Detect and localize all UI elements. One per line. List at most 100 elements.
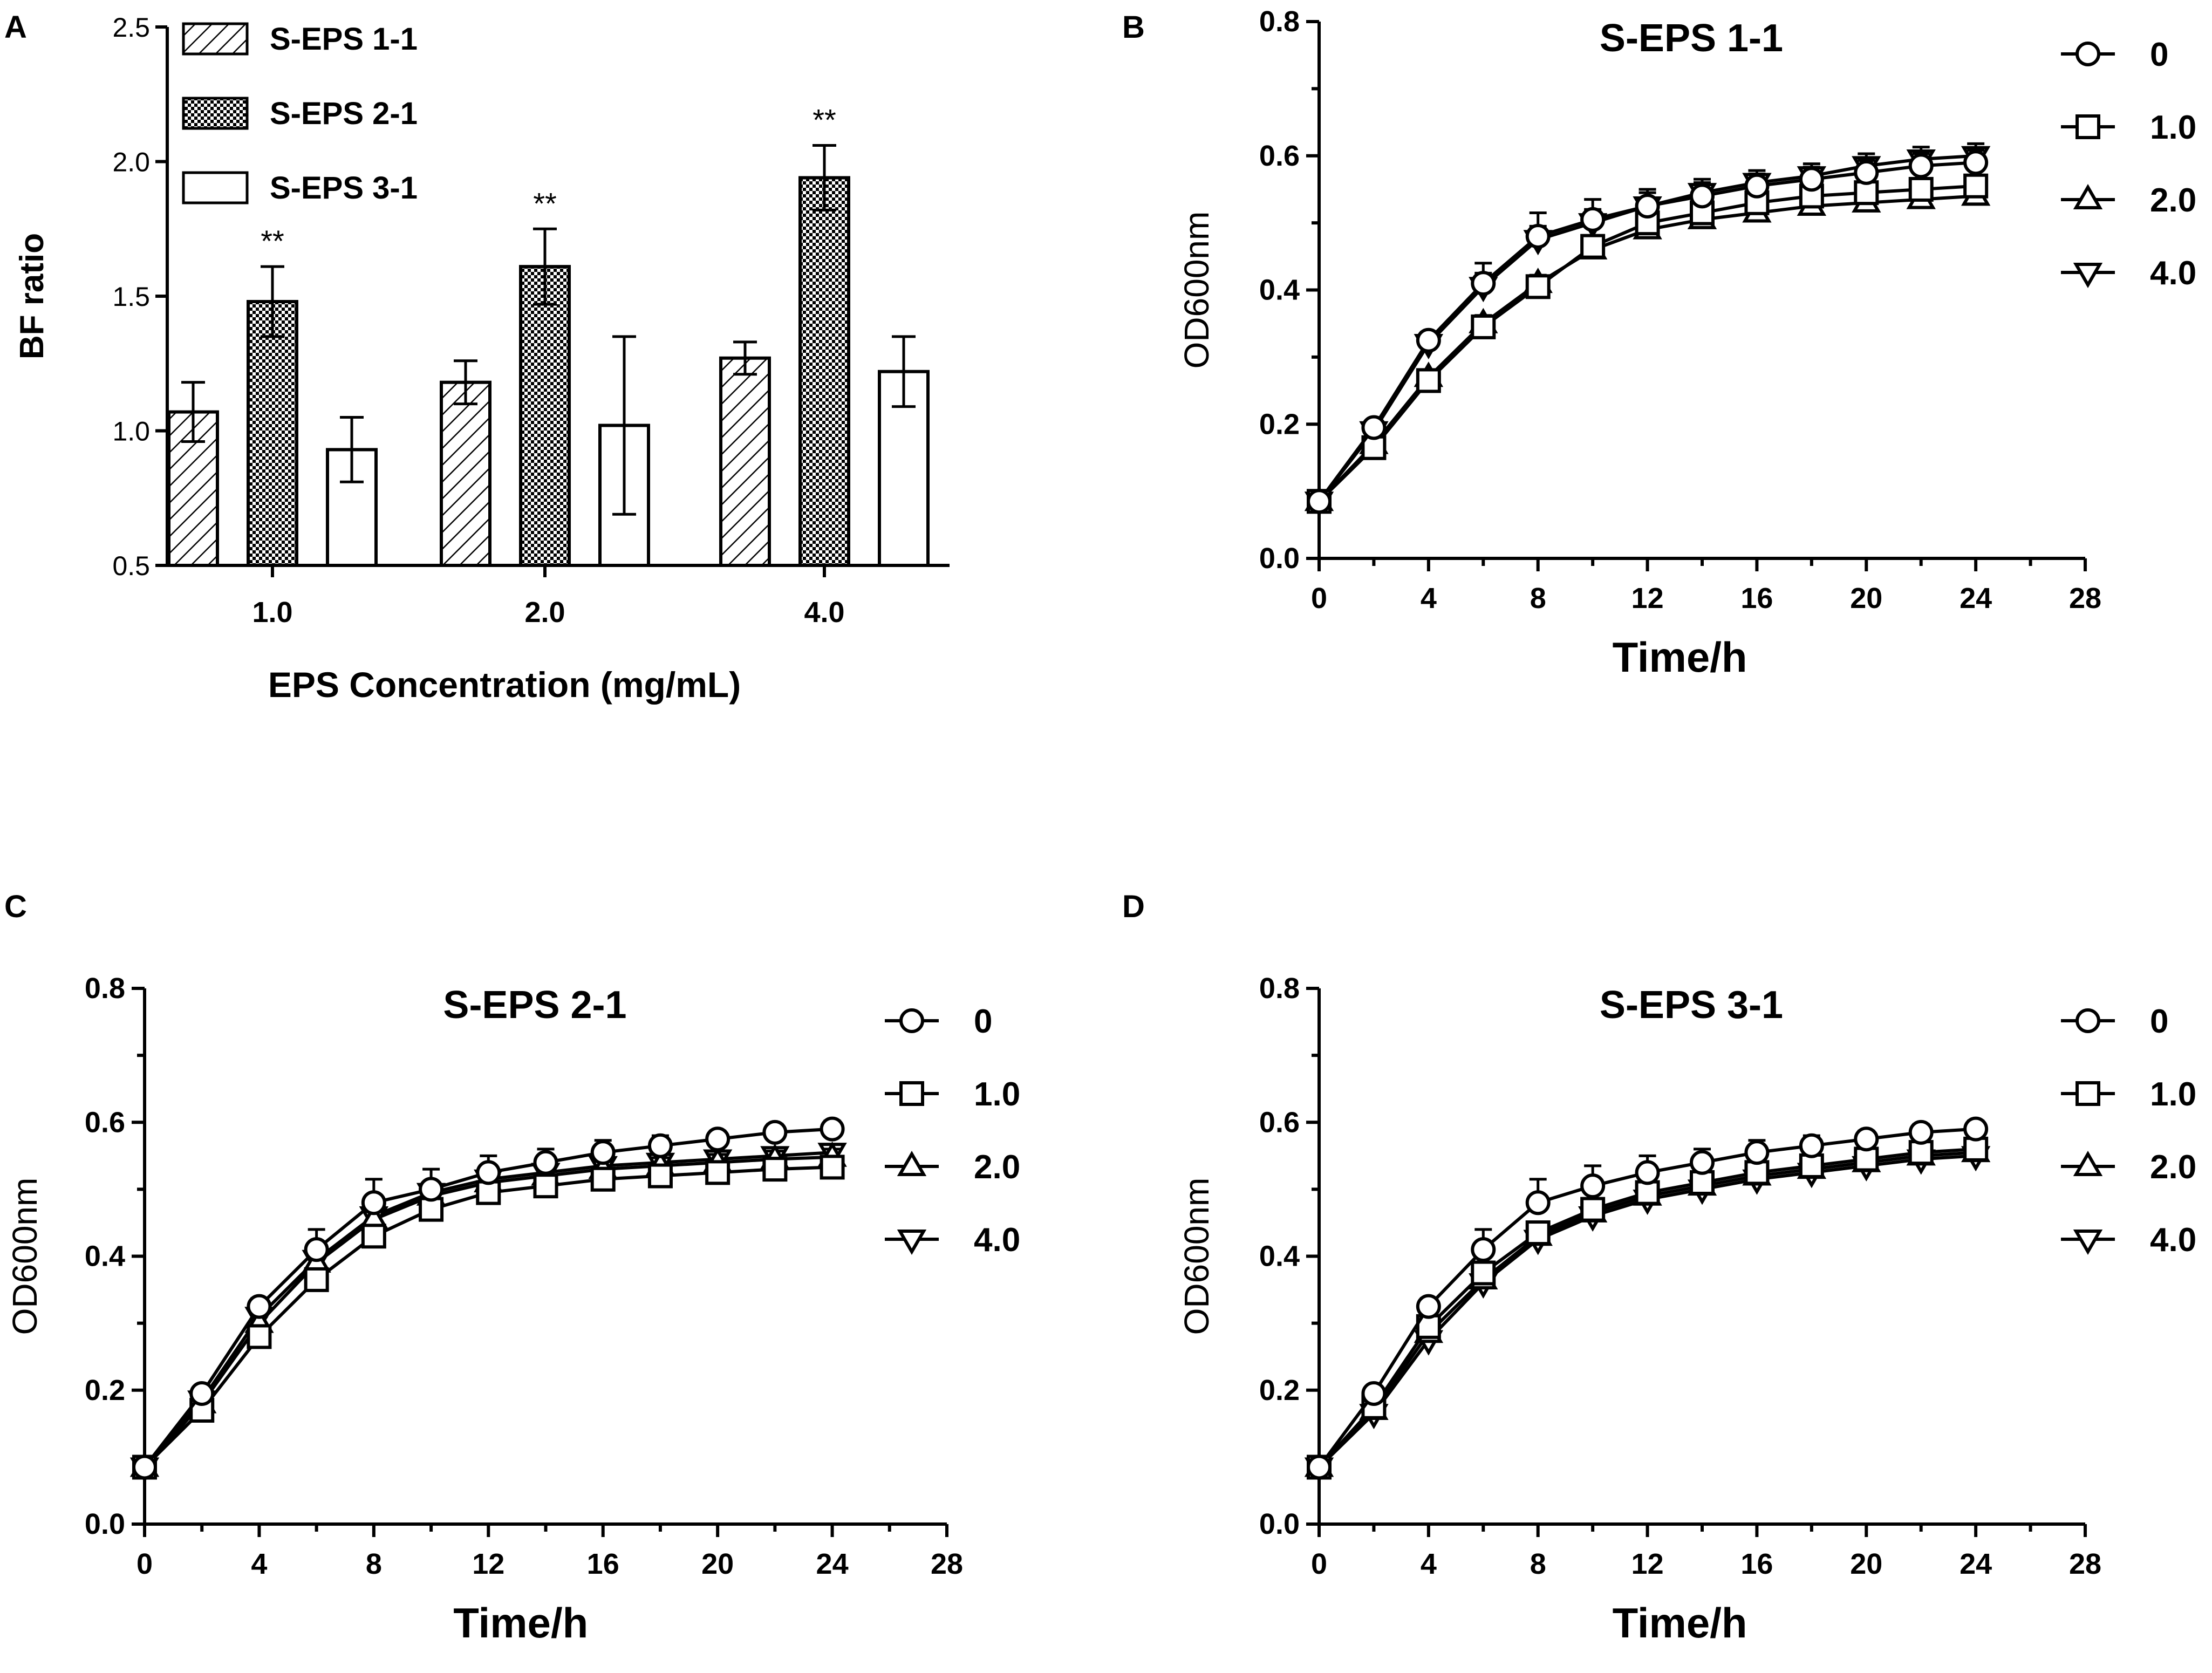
x-tick-label: 24 (1960, 582, 1992, 614)
point-0-t4 (247, 1294, 272, 1319)
legend-marker-1-0 (2076, 1081, 2100, 1106)
significance-label: ** (261, 224, 284, 258)
legend-swatch-s-eps-1-1 (182, 22, 249, 56)
point-1-0-t12 (1635, 1180, 1660, 1205)
point-0-t22 (1908, 1119, 1934, 1145)
y-tick-label: 0.4 (85, 1240, 125, 1273)
point-1-0-t6 (1471, 314, 1496, 339)
y-tick-label: 0.0 (1259, 1508, 1300, 1540)
y-tick-label: 0.8 (1259, 5, 1300, 38)
point-0-t18 (1799, 1133, 1824, 1158)
point-1-0-t24 (1963, 173, 1989, 199)
legend-label-1-0: 1.0 (974, 1076, 1020, 1113)
x-axis-title: EPS Concentration (mg/mL) (268, 665, 741, 705)
point-0-t0 (132, 1455, 157, 1480)
y-tick-label: 1.0 (112, 416, 150, 447)
x-tick-label: 28 (2069, 582, 2101, 614)
point-0-t24 (1963, 1116, 1989, 1142)
legend-label-1-0: 1.0 (2150, 109, 2196, 146)
point-0-t0 (1307, 489, 1332, 514)
y-tick-label: 0.6 (1259, 140, 1300, 172)
point-0-t16 (1744, 1140, 1770, 1165)
y-tick-label: 0.0 (85, 1508, 125, 1540)
y-tick-label: 0.5 (112, 551, 150, 581)
point-0-t20 (1854, 1126, 1879, 1152)
point-0-t14 (1690, 183, 1715, 209)
growth-chart-s-eps-3-1: 0 4 8 12 16 20 24 28 0.0 0.2 0.4 0.6 0.8 S-EPS 3-1 0 1.… (1177, 972, 2196, 1647)
point-0-t18 (647, 1133, 673, 1158)
y-tick-label: 0.4 (1259, 274, 1300, 306)
point-0-t10 (1580, 207, 1606, 232)
point-0-t2 (1361, 1381, 1387, 1406)
y-tick-label: 0.6 (1259, 1106, 1300, 1138)
legend-label-4-0: 4.0 (2150, 1221, 2196, 1259)
legend-label-4-0: 4.0 (974, 1221, 1020, 1259)
significance-label: ** (813, 103, 836, 137)
x-tick-label: 12 (1631, 582, 1664, 614)
x-tick-label: 20 (1850, 582, 1882, 614)
point-1-0-t16 (590, 1166, 616, 1192)
bar-s-eps-1-1-4-0 (719, 356, 771, 568)
x-tick-label: 16 (587, 1548, 619, 1580)
panel-label-c: C (4, 889, 27, 924)
point-1-0-t10 (1580, 234, 1606, 259)
point-0-t6 (304, 1237, 329, 1262)
growth-chart-s-eps-2-1: 0 4 8 12 16 20 24 28 0.0 0.2 0.4 0.6 0.8 S-EPS 2-1 0 1.… (5, 972, 1020, 1647)
legend-marker-1-0 (2076, 114, 2100, 139)
point-1-0-t18 (647, 1163, 673, 1189)
x-tick-label: 24 (1960, 1548, 1992, 1580)
x-tick-label: 12 (472, 1548, 504, 1580)
point-1-0-t6 (1471, 1260, 1496, 1286)
legend-marker-4-0 (897, 1230, 927, 1255)
series-line-1-0 (143, 1165, 832, 1469)
x-axis-title: Time/h (453, 1599, 588, 1647)
legend-marker-1-0 (899, 1081, 924, 1106)
legend-label-2-0: 2.0 (974, 1149, 1020, 1186)
point-1-0-t18 (1799, 1153, 1824, 1178)
x-tick-label: 2.0 (524, 596, 565, 629)
legend-label-0: 0 (974, 1003, 992, 1040)
point-1-0-t16 (1744, 1160, 1770, 1185)
bar-s-eps-1-1-2-0 (440, 380, 491, 567)
x-tick-label: 0 (1311, 582, 1327, 614)
point-0-t16 (590, 1140, 616, 1165)
y-tick-label: 1.5 (112, 282, 150, 312)
series-line-2-0 (1317, 194, 1976, 503)
legend-label-s-eps-1-1: S-EPS 1-1 (270, 22, 418, 57)
point-1-0-t20 (1854, 1146, 1879, 1172)
point-1-0-t20 (1854, 180, 1879, 206)
y-tick-label: 0.2 (85, 1374, 125, 1406)
legend-label-s-eps-2-1: S-EPS 2-1 (270, 96, 418, 131)
legend-marker-2-0 (2073, 184, 2103, 209)
x-tick-label: 8 (366, 1548, 382, 1580)
y-tick-label: 0.2 (1259, 408, 1300, 440)
point-0-t14 (1690, 1150, 1715, 1175)
y-tick-label: 0.4 (1259, 1240, 1300, 1273)
point-1-0-t24 (1963, 1136, 1989, 1162)
x-tick-label: 0 (1311, 1548, 1327, 1580)
point-0-t6 (1471, 271, 1496, 296)
x-axis-title: Time/h (1613, 1599, 1747, 1647)
legend-label-2-0: 2.0 (2150, 1149, 2196, 1186)
bar-s-eps-2-1-4-0 (798, 176, 850, 567)
point-0-t6 (1471, 1237, 1496, 1262)
y-tick-label: 0.8 (1259, 972, 1300, 1005)
point-0-t10 (1580, 1173, 1606, 1199)
y-tick-label: 0.6 (85, 1106, 125, 1138)
bar-chart-bf-ratio: 0.5 1.0 1.5 2.0 2.5 1.0 2.0 4.0 ** ** ** S-EPS 1-1 S… (13, 12, 950, 705)
legend-marker-4-0 (2073, 263, 2103, 288)
point-0-t4 (1416, 327, 1441, 353)
point-0-t24 (1963, 150, 1989, 175)
panel-label-a: A (4, 10, 27, 45)
x-tick-label: 4 (251, 1548, 267, 1580)
point-0-t8 (1525, 224, 1551, 249)
point-1-0-t20 (705, 1160, 730, 1185)
point-1-0-t6 (304, 1267, 329, 1292)
point-0-t12 (1635, 194, 1660, 219)
legend-swatch-s-eps-3-1 (182, 171, 249, 204)
point-0-t4 (1416, 1294, 1441, 1319)
point-0-t20 (1854, 160, 1879, 185)
point-0-t2 (189, 1381, 215, 1406)
point-0-t20 (705, 1126, 730, 1152)
x-tick-label: 16 (1740, 582, 1773, 614)
